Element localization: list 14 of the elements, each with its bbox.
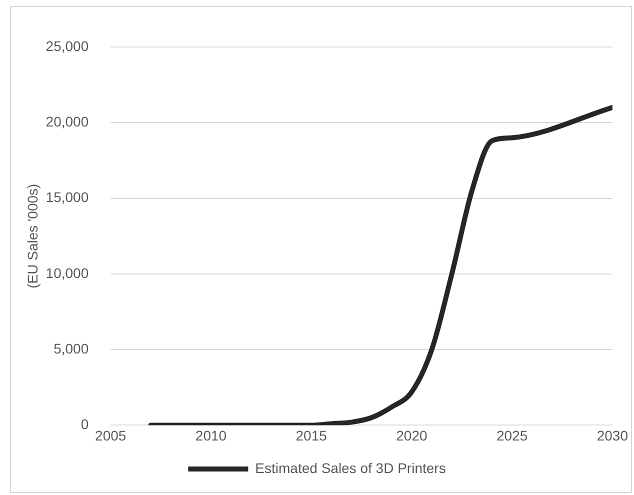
x-tick-label: 2030	[596, 427, 628, 444]
y-tick-label: 20,000	[46, 114, 89, 130]
x-tick-label: 2020	[396, 427, 428, 444]
y-tick-label: 15,000	[46, 189, 89, 206]
y-axis-title: (EU Sales '000s)	[24, 184, 40, 288]
x-tick-label: 2025	[496, 427, 528, 444]
x-tick-label: 2010	[195, 427, 227, 444]
x-tick-label: 2005	[95, 427, 126, 444]
y-tick-label: 5,000	[54, 340, 89, 356]
x-tick-label: 2015	[296, 427, 328, 444]
legend-label: Estimated Sales of 3D Printers	[255, 460, 446, 476]
y-tick-label: 10,000	[46, 264, 89, 281]
y-tick-label: 25,000	[46, 38, 89, 54]
y-tick-label: 0	[80, 416, 89, 432]
